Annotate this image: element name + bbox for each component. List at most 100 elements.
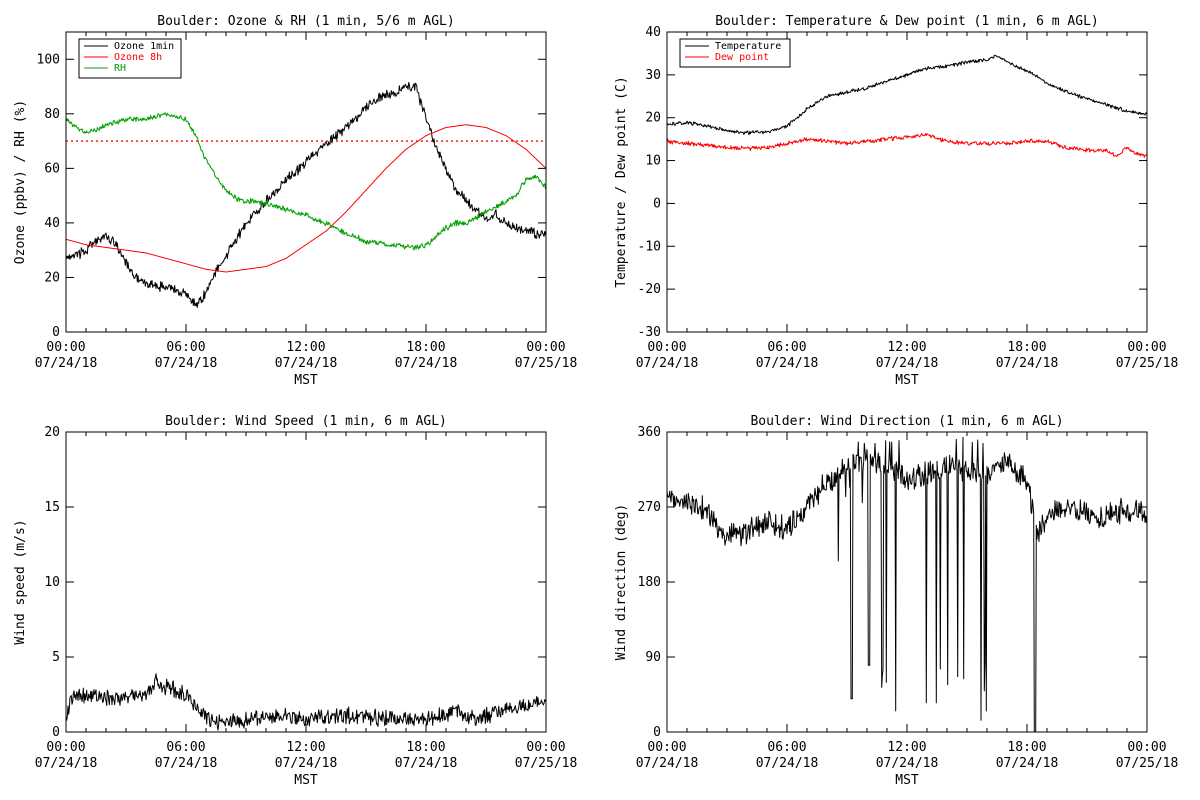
x-axis-label: MST — [895, 773, 919, 788]
x-tick-time: 00:00 — [647, 740, 686, 755]
x-tick-date: 07/24/18 — [996, 756, 1059, 771]
y-tick-label: 80 — [44, 107, 60, 122]
x-tick-date: 07/24/18 — [876, 756, 939, 771]
y-tick-label: 360 — [638, 425, 661, 440]
x-tick-date: 07/24/18 — [636, 756, 699, 771]
chart-title: Boulder: Temperature & Dew point (1 min,… — [715, 14, 1099, 29]
series-line-ozone-8h — [66, 124, 546, 273]
x-tick-time: 00:00 — [46, 340, 85, 355]
chart-panel-1: Boulder: Ozone & RH (1 min, 5/6 m AGL) 0 2… — [13, 14, 577, 388]
chart-title: Boulder: Ozone & RH (1 min, 5/6 m AGL) — [157, 14, 454, 29]
x-tick-date: 07/24/18 — [275, 356, 338, 371]
y-tick-label: 0 — [52, 725, 60, 740]
x-tick-date: 07/24/18 — [35, 356, 98, 371]
x-axis-label: MST — [294, 773, 318, 788]
y-tick-label: 270 — [638, 500, 661, 515]
y-tick-label: 60 — [44, 161, 60, 176]
chart-title: Boulder: Wind Direction (1 min, 6 m AGL) — [750, 414, 1063, 429]
x-tick-time: 18:00 — [1007, 740, 1046, 755]
plot-area — [66, 82, 546, 308]
y-tick-label: 30 — [645, 68, 661, 83]
x-tick-time: 06:00 — [166, 340, 205, 355]
y-tick-label: -30 — [638, 325, 661, 340]
series-line-rh — [66, 112, 546, 251]
x-tick-date: 07/24/18 — [155, 756, 218, 771]
x-tick-date: 07/24/18 — [155, 356, 218, 371]
x-tick-time: 12:00 — [887, 340, 926, 355]
y-tick-label: 20 — [44, 425, 60, 440]
y-tick-label: 0 — [653, 725, 661, 740]
x-tick-date: 07/24/18 — [35, 756, 98, 771]
y-tick-label: 100 — [37, 52, 60, 67]
x-tick-time: 06:00 — [767, 740, 806, 755]
legend-box — [679, 38, 791, 68]
plot-area — [667, 436, 1147, 732]
x-tick-date: 07/25/18 — [515, 356, 578, 371]
x-tick-time: 00:00 — [46, 740, 85, 755]
y-axis-label: Wind direction (deg) — [614, 504, 629, 661]
y-tick-label: 5 — [52, 650, 60, 665]
y-axis-label: Wind speed (m/s) — [13, 519, 28, 644]
y-tick-label: 20 — [645, 111, 661, 126]
plot-frame — [65, 431, 547, 733]
x-tick-time: 06:00 — [166, 740, 205, 755]
x-axis-label: MST — [294, 373, 318, 388]
y-tick-label: 40 — [44, 216, 60, 231]
legend-label: Dew point — [715, 52, 769, 63]
x-tick-date: 07/24/18 — [876, 356, 939, 371]
legend-label: Ozone 8h — [114, 52, 162, 63]
y-tick-label: 0 — [52, 325, 60, 340]
legend-label: RH — [114, 63, 126, 74]
series-line-1 — [66, 673, 546, 731]
y-tick-label: 10 — [645, 154, 661, 169]
plot-frame — [666, 31, 1148, 333]
x-tick-date: 07/24/18 — [395, 756, 458, 771]
x-tick-time: 00:00 — [526, 340, 565, 355]
x-tick-time: 12:00 — [286, 340, 325, 355]
chart-panel-2: Boulder: Temperature & Dew point (1 min,… — [614, 14, 1178, 388]
x-tick-date: 07/24/18 — [756, 756, 819, 771]
y-tick-label: 20 — [44, 270, 60, 285]
series-line-ozone-1min — [66, 82, 546, 308]
x-tick-time: 18:00 — [406, 740, 445, 755]
x-tick-time: 00:00 — [1127, 340, 1166, 355]
y-axis-label: Ozone (ppbv) / RH (%) — [13, 100, 28, 264]
x-tick-time: 12:00 — [887, 740, 926, 755]
x-tick-time: 00:00 — [526, 740, 565, 755]
y-tick-label: 90 — [645, 650, 661, 665]
legend-label: Temperature — [715, 41, 781, 52]
x-tick-date: 07/25/18 — [515, 756, 578, 771]
x-axis-label: MST — [895, 373, 919, 388]
y-axis-label: Temperature / Dew point (C) — [614, 76, 629, 287]
series-line-dew-point — [667, 132, 1147, 158]
x-tick-time: 18:00 — [1007, 340, 1046, 355]
x-tick-date: 07/25/18 — [1116, 756, 1179, 771]
x-tick-date: 07/24/18 — [395, 356, 458, 371]
y-tick-label: -10 — [638, 239, 661, 254]
legend-label: Ozone 1min — [114, 41, 174, 52]
y-tick-label: 10 — [44, 575, 60, 590]
x-tick-date: 07/24/18 — [996, 356, 1059, 371]
x-tick-time: 18:00 — [406, 340, 445, 355]
x-tick-time: 06:00 — [767, 340, 806, 355]
y-tick-label: 40 — [645, 25, 661, 40]
y-tick-label: 15 — [44, 500, 60, 515]
x-tick-date: 07/24/18 — [636, 356, 699, 371]
x-tick-date: 07/25/18 — [1116, 356, 1179, 371]
x-tick-time: 12:00 — [286, 740, 325, 755]
y-tick-label: 0 — [653, 196, 661, 211]
x-tick-date: 07/24/18 — [275, 756, 338, 771]
chart-panel-4: Boulder: Wind Direction (1 min, 6 m AGL)… — [614, 414, 1178, 788]
chart-title: Boulder: Wind Speed (1 min, 6 m AGL) — [165, 414, 447, 429]
plot-area — [66, 673, 546, 731]
chart-panel-3: Boulder: Wind Speed (1 min, 6 m AGL) 0 5 10… — [13, 414, 577, 788]
y-tick-label: 180 — [638, 575, 661, 590]
y-tick-label: -20 — [638, 282, 661, 297]
series-line-temperature — [667, 54, 1147, 136]
x-tick-time: 00:00 — [1127, 740, 1166, 755]
series-line-1 — [667, 436, 1147, 732]
plot-area — [667, 54, 1147, 158]
